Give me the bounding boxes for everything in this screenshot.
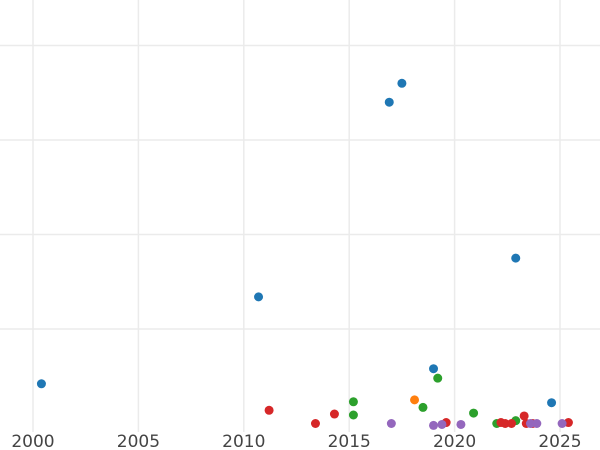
scatter-point xyxy=(418,402,428,412)
scatter-point xyxy=(310,419,320,428)
gridlines xyxy=(0,0,600,432)
x-tick-label: 2010 xyxy=(222,432,265,450)
scatter-point xyxy=(456,419,466,429)
x-tick-label: 2015 xyxy=(328,432,371,450)
scatter-point xyxy=(511,253,521,263)
scatter-point xyxy=(437,419,447,429)
scatter-point xyxy=(348,410,358,420)
scatter-point xyxy=(36,379,46,389)
scatter-point xyxy=(507,419,517,428)
scatter-point xyxy=(386,419,396,428)
scatter-point xyxy=(429,364,439,374)
x-tick-label: 2005 xyxy=(117,432,160,450)
scatter-point xyxy=(429,420,439,430)
x-tick-label: 2025 xyxy=(538,432,581,450)
data-points xyxy=(36,78,573,430)
scatter-point xyxy=(348,397,358,407)
x-tick-label: 2000 xyxy=(11,432,54,450)
scatter-point xyxy=(519,411,529,421)
scatter-point xyxy=(410,395,420,405)
x-tick-label: 2020 xyxy=(433,432,476,450)
scatter-point xyxy=(254,292,264,302)
scatter-point xyxy=(264,405,274,415)
scatter-point xyxy=(547,398,557,408)
x-axis-ticks: 2000 2005 2010 2015 2020 2025 xyxy=(11,432,581,450)
scatter-point xyxy=(433,373,443,383)
scatter-point xyxy=(469,408,479,418)
scatter-point xyxy=(557,419,567,428)
scatter-point xyxy=(329,409,339,419)
scatter-point xyxy=(397,78,407,88)
scatter-point xyxy=(525,419,535,428)
scatter-point xyxy=(500,419,510,428)
scatter-point xyxy=(532,419,542,428)
scatter-point xyxy=(384,97,394,107)
